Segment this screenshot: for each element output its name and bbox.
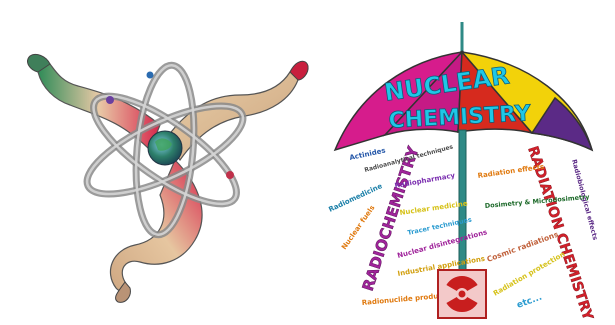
electron-dot xyxy=(146,71,154,79)
topic-dosimetry: Dosimetry & Microdosimetry xyxy=(484,193,590,210)
canopy-segment-magenta-inner xyxy=(382,49,463,137)
triskelion-atom-illustration xyxy=(27,53,309,303)
canopy-segment-magenta xyxy=(333,50,465,152)
canopy-segment-purple xyxy=(530,96,594,152)
electron-dot xyxy=(106,96,114,104)
electron-dot xyxy=(226,171,234,179)
topic-etc: etc... xyxy=(516,293,544,311)
topic-nuclear-medicine: Nuclear medicine xyxy=(399,199,468,216)
topic-actinides: Actinides xyxy=(349,147,386,162)
umbrella-svg: NUCLEAR CHEMISTRY RADIOCHEMISTRY Actinid… xyxy=(327,22,599,323)
nuclear-chemistry-umbrella-diagram: NUCLEAR CHEMISTRY RADIOCHEMISTRY Actinid… xyxy=(300,0,615,325)
topic-nuclear-fuels: Nuclear fuels xyxy=(340,204,376,251)
radiation-hazard-icon xyxy=(437,269,487,319)
triskelion-atom-icon xyxy=(27,53,309,303)
